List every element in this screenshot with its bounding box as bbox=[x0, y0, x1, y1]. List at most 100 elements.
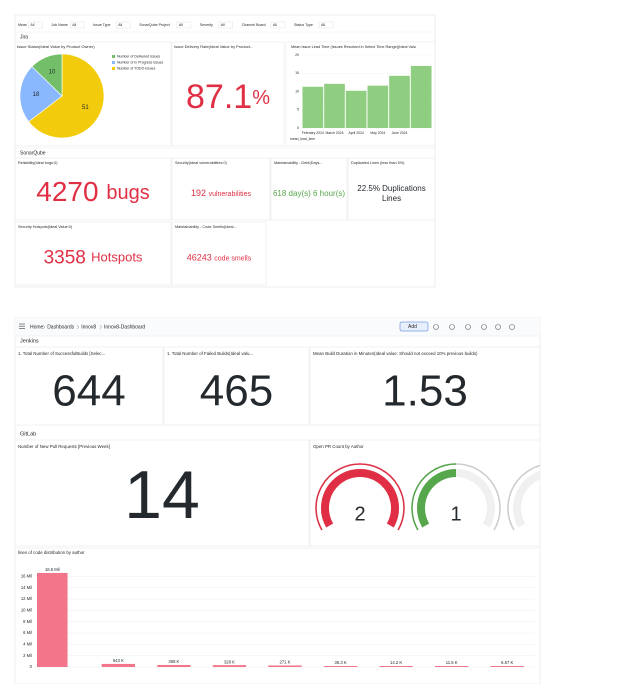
y-tick-label: 6 Mil bbox=[23, 630, 32, 635]
filter-label: Issue Type bbox=[93, 23, 110, 27]
stat-value: 192 bbox=[191, 188, 206, 198]
value-label: 543 K bbox=[113, 658, 124, 663]
x-tick-label: May 2024 bbox=[370, 131, 385, 135]
panel bbox=[15, 346, 164, 426]
legend-label: Number of Delivered Issues bbox=[117, 54, 160, 58]
panel-title: Maintainability - Code Smells(Ideal... bbox=[175, 225, 237, 229]
panel-title: 1. Total Number of SuccessfulBuilds [Sel… bbox=[18, 351, 105, 356]
stat-value: 465 bbox=[200, 367, 273, 416]
filter-box[interactable] bbox=[218, 21, 233, 29]
add-button[interactable] bbox=[399, 321, 429, 332]
filter-box[interactable] bbox=[115, 21, 131, 29]
toolbar-icon[interactable] bbox=[449, 324, 455, 330]
filter-box[interactable] bbox=[176, 21, 192, 29]
gauge-threshold bbox=[411, 463, 457, 531]
toolbar-icon[interactable] bbox=[509, 324, 515, 330]
y-tick-label: 10 bbox=[295, 89, 299, 93]
legend-swatch bbox=[112, 55, 115, 58]
value-label: 358 K bbox=[168, 659, 179, 664]
filter-value: All bbox=[72, 23, 76, 27]
panel bbox=[14, 221, 172, 286]
stat-value: 4270 bbox=[36, 176, 98, 207]
value-label: 11.5 K bbox=[446, 660, 458, 665]
panel bbox=[15, 439, 310, 547]
value-label: 6.57 K bbox=[501, 660, 513, 665]
breadcrumb: Home bbox=[30, 324, 44, 330]
panel-title: Duplicated Lines (less than 5%) bbox=[351, 161, 405, 165]
value-label: 14.2 K bbox=[390, 660, 402, 665]
panel bbox=[15, 547, 540, 684]
toolbar-icon[interactable] bbox=[481, 324, 487, 330]
stat-unit: code smells bbox=[214, 255, 251, 262]
x-tick-label: February 2024 bbox=[302, 131, 324, 135]
y-tick-label: 4 Mil bbox=[23, 641, 32, 646]
panel-title: Number of New Pull Requests [Previous We… bbox=[18, 444, 110, 449]
panel bbox=[171, 221, 267, 286]
panel-title: Issue Delivery Rate(Ideal Value by Produ… bbox=[174, 44, 253, 49]
panel-title: Mean Build Duration in Minutes(Ideal val… bbox=[313, 351, 478, 356]
bar bbox=[212, 665, 247, 667]
panel bbox=[163, 346, 310, 426]
bar bbox=[157, 664, 191, 667]
bar bbox=[389, 75, 410, 128]
stat-unit: Hotspots bbox=[91, 250, 143, 265]
value-label: 328 K bbox=[224, 659, 235, 664]
x-tick-label: April 2024 bbox=[349, 131, 364, 135]
bar bbox=[37, 572, 68, 667]
bar bbox=[490, 666, 524, 667]
bar bbox=[435, 666, 469, 667]
y-tick-label: 0 bbox=[30, 664, 33, 669]
x-tick-label: June 2024 bbox=[392, 131, 408, 135]
panel-title: Maintainability - Debt(Days... bbox=[274, 161, 323, 165]
stat-value: 1.53 bbox=[382, 367, 468, 416]
panel-title: 1. Total Number of Failed Builds(Ideal v… bbox=[167, 351, 253, 356]
breadcrumb: Dashboards bbox=[47, 324, 74, 330]
gauge-label: 1 bbox=[450, 503, 461, 525]
legend-label: Number of In Progress Issues bbox=[117, 60, 164, 64]
gauge-threshold bbox=[315, 463, 405, 531]
toolbar-icon[interactable] bbox=[465, 324, 471, 330]
pie-label: 18 bbox=[33, 92, 40, 98]
add-label: Add bbox=[408, 324, 417, 330]
y-tick-label: 2 Mil bbox=[23, 653, 32, 658]
panel-title: Open PR Count by Author bbox=[313, 444, 364, 449]
filter-label: Severity bbox=[200, 23, 213, 27]
filter-box[interactable] bbox=[318, 21, 334, 29]
value-label: 271 K bbox=[280, 660, 291, 665]
panel-title: Mean Issue Lead Time (Issues Resolved in… bbox=[291, 45, 416, 49]
value-label: 16.6 Mil bbox=[45, 567, 60, 572]
stat-value: 46243 code smells bbox=[187, 253, 252, 263]
panel bbox=[14, 157, 172, 221]
legend-swatch bbox=[112, 61, 115, 64]
gauge-track bbox=[507, 464, 540, 531]
chevron bbox=[43, 324, 46, 330]
stat-unit: vulnerabilities bbox=[209, 191, 252, 198]
filter-label: Meas bbox=[18, 23, 27, 27]
value-label: 36.3 K bbox=[335, 660, 347, 665]
y-tick-label: 14 Mil bbox=[21, 585, 32, 590]
toolbar-icon[interactable] bbox=[495, 324, 501, 330]
filter-box[interactable] bbox=[270, 21, 286, 29]
stat-value: 4270 bugs bbox=[36, 176, 149, 207]
legend-swatch bbox=[112, 67, 115, 70]
bar bbox=[101, 663, 135, 667]
filter-value: All bbox=[321, 23, 325, 27]
toolbar-icon[interactable] bbox=[433, 324, 439, 330]
gauge-label: 2 bbox=[354, 503, 365, 525]
pie-label: 10 bbox=[49, 70, 56, 76]
y-tick-label: 16 Mil bbox=[21, 573, 32, 578]
stat-value: 87.1% bbox=[186, 78, 270, 116]
stat-number: 87.1 bbox=[186, 78, 252, 116]
y-tick-label: 5 bbox=[297, 108, 299, 112]
y-tick-label: 8 Mil bbox=[23, 619, 32, 624]
filter-box[interactable] bbox=[28, 21, 43, 29]
pie-label: 51 bbox=[82, 105, 89, 111]
filter-box[interactable] bbox=[69, 21, 85, 29]
filter-label: Status Type bbox=[294, 23, 313, 27]
filter-value: All bbox=[118, 23, 122, 27]
legend-label: Number of TODO Issues bbox=[117, 66, 156, 70]
bar bbox=[323, 666, 358, 667]
panel bbox=[171, 41, 285, 147]
stat-unit: Lines bbox=[382, 194, 401, 203]
